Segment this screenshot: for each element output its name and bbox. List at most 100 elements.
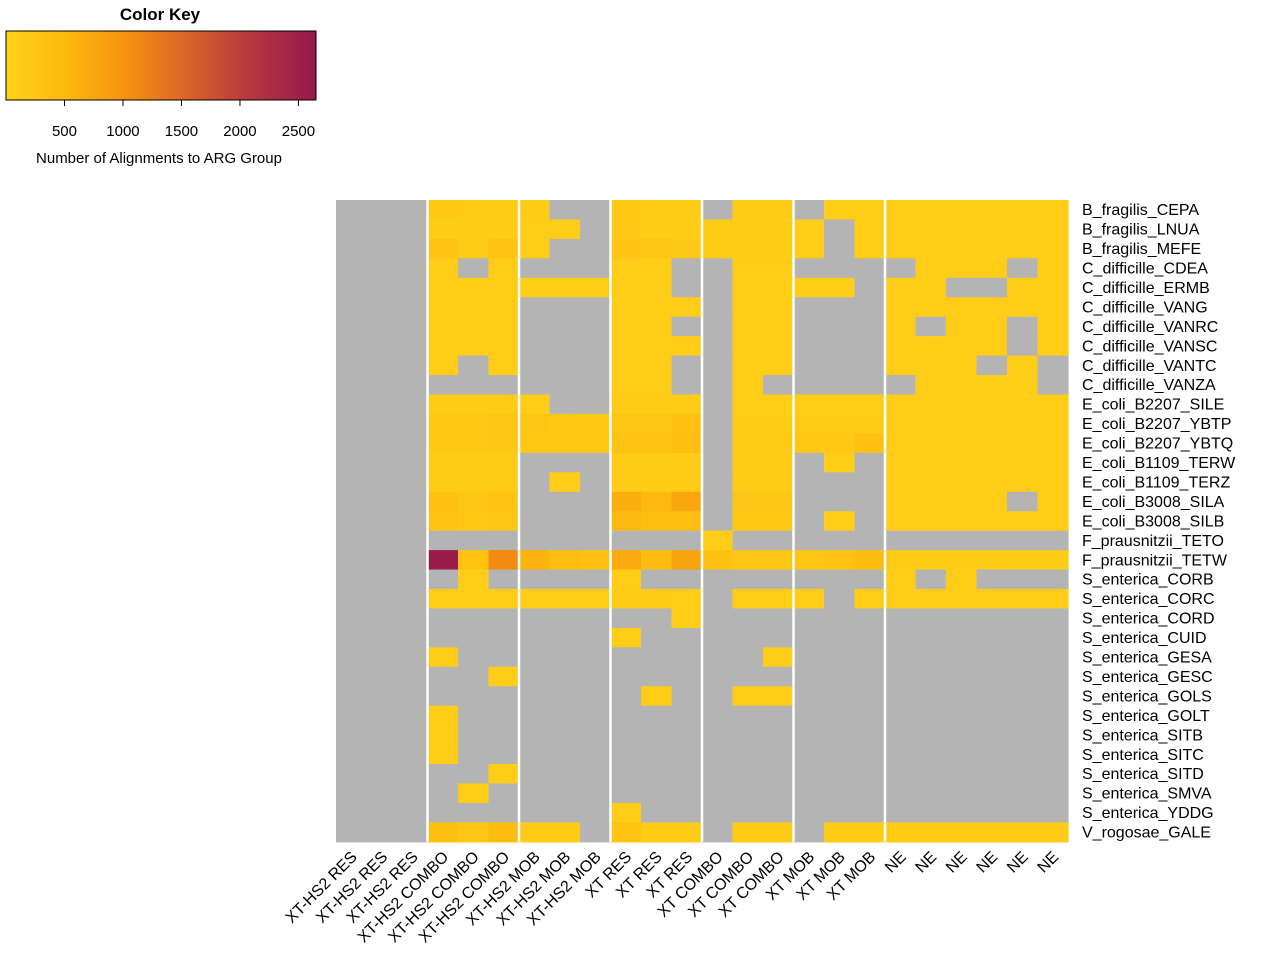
heatmap-cell [885,783,917,804]
heatmap-cell [1007,316,1039,337]
heatmap-cell [1037,764,1069,785]
heatmap-cell [336,725,368,746]
heatmap-cell [671,647,703,668]
heatmap-cell [1037,686,1069,707]
heatmap-cell [641,744,673,765]
heatmap-cell [427,822,459,843]
heatmap-cell [488,647,520,668]
heatmap-cell [854,336,886,357]
heatmap-cell [427,802,459,823]
heatmap-cell [641,686,673,707]
heatmap-cell [1037,375,1069,396]
heatmap-cell [397,802,429,823]
heatmap-cell [885,433,917,454]
heatmap-cell [976,277,1008,298]
heatmap-cell [366,530,398,551]
heatmap-cell [488,764,520,785]
heatmap-cell [519,297,551,318]
heatmap-cell [1037,433,1069,454]
heatmap-cell [976,627,1008,648]
heatmap-cell [336,316,368,337]
heatmap-cell [671,452,703,473]
column-label: NE [943,849,971,877]
heatmap-cell [397,200,429,221]
heatmap-cell [580,705,612,726]
heatmap-cell [671,413,703,434]
heatmap-cell [793,297,825,318]
heatmap-cell [976,433,1008,454]
heatmap-cell [671,530,703,551]
heatmap-cell [519,569,551,590]
heatmap-cell [732,394,764,415]
heatmap-cell [427,297,459,318]
heatmap-cell [671,316,703,337]
heatmap-cell [854,297,886,318]
heatmap-cell [854,394,886,415]
heatmap-cell [366,647,398,668]
heatmap-cell [458,822,490,843]
heatmap-cell [885,589,917,610]
row-label: F_prausnitzii_TETO [1082,533,1224,550]
heatmap-cell [763,511,795,532]
heatmap-cell [671,258,703,279]
heatmap-cell [915,589,947,610]
heatmap-cell [1007,452,1039,473]
heatmap-cell [702,608,734,629]
heatmap-cell [732,569,764,590]
heatmap-cell [732,355,764,376]
heatmap-cell [946,200,978,221]
heatmap-cell [1007,277,1039,298]
heatmap-cell [976,705,1008,726]
heatmap-cell [732,238,764,259]
heatmap-cell [397,705,429,726]
heatmap-cell [366,608,398,629]
color-key-tick-label: 2000 [223,123,256,140]
heatmap-cell [976,783,1008,804]
heatmap-cell [702,666,734,687]
heatmap-cell [793,589,825,610]
heatmap-cell [854,822,886,843]
heatmap-cell [458,511,490,532]
heatmap-cell [458,530,490,551]
heatmap-cell [732,472,764,493]
heatmap-cell [610,822,642,843]
heatmap-cell [1037,627,1069,648]
row-label: E_coli_B3008_SILA [1082,494,1225,511]
row-label: C_difficille_VANRC [1082,319,1218,336]
heatmap-cell [702,375,734,396]
heatmap-cell [824,452,856,473]
heatmap-cell [458,627,490,648]
heatmap-cell [824,200,856,221]
heatmap-cell [885,413,917,434]
heatmap-cell [1037,589,1069,610]
heatmap-cell [946,589,978,610]
heatmap-cell [366,355,398,376]
heatmap-cell [824,822,856,843]
heatmap-cell [610,783,642,804]
heatmap-cell [397,452,429,473]
heatmap-cell [915,375,947,396]
heatmap-cell [580,783,612,804]
column-label: NE [1004,849,1032,877]
heatmap-cell [732,627,764,648]
heatmap-cell [610,219,642,240]
row-label: E_coli_B2207_YBTP [1082,416,1231,433]
heatmap-cell [885,725,917,746]
heatmap-cell [488,744,520,765]
row-label: S_enterica_GOLS [1082,688,1212,705]
heatmap-cell [702,219,734,240]
heatmap-cell [336,472,368,493]
heatmap-cell [915,550,947,571]
heatmap-cell [793,511,825,532]
heatmap-cell [366,569,398,590]
heatmap-cell [580,219,612,240]
heatmap-cell [641,355,673,376]
heatmap-cell [1037,394,1069,415]
heatmap-cell [763,491,795,512]
group-separators [426,200,887,842]
heatmap-cell [854,550,886,571]
heatmap-cell [946,375,978,396]
heatmap-cell [732,783,764,804]
heatmap-cell [976,336,1008,357]
heatmap-cell [946,666,978,687]
